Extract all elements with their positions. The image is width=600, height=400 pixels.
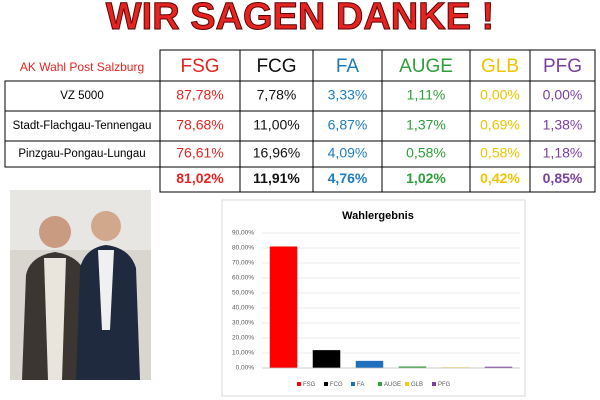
legend-swatch: [324, 382, 328, 386]
legend-label: FA: [357, 382, 364, 388]
y-tick-label: 50,00%: [232, 290, 254, 297]
headline: WIR SAGEN DANKE !: [106, 0, 494, 38]
total-cell: [529, 166, 596, 193]
cell-value: 1,38%: [543, 117, 583, 133]
cell-value: 3,33%: [328, 87, 368, 103]
total-value: 0,42%: [480, 170, 520, 186]
cell-value: 78,68%: [176, 117, 223, 133]
y-tick-label: 80,00%: [232, 245, 254, 252]
legend-swatch: [297, 382, 301, 386]
cell-value: 0,58%: [406, 145, 446, 161]
cell-value: 6,87%: [328, 117, 368, 133]
total-value: 4,76%: [328, 170, 368, 186]
row-label: VZ 5000: [60, 90, 103, 102]
column-header: PFG: [543, 56, 582, 77]
y-tick-label: 40,00%: [232, 305, 254, 312]
total-value: 1,02%: [406, 170, 446, 186]
y-tick-label: 60,00%: [232, 275, 254, 282]
y-tick-label: 30,00%: [232, 320, 254, 327]
cell-value: 1,37%: [406, 117, 446, 133]
bar: [312, 350, 341, 368]
bar: [484, 366, 513, 368]
column-header: GLB: [481, 56, 519, 77]
photo: [10, 190, 151, 380]
legend-label: PFG: [438, 382, 451, 388]
cell-value: 16,96%: [253, 145, 300, 161]
legend-label: GLB: [411, 382, 423, 388]
row-label: Pinzgau-Pongau-Lungau: [18, 148, 145, 160]
legend-label: AUGE: [384, 382, 401, 388]
total-value: 81,02%: [176, 170, 224, 186]
legend-label: FSG: [303, 382, 316, 388]
row-label: Stadt-Flachgau-Tennengau: [13, 120, 152, 132]
column-header: FSG: [180, 56, 219, 77]
bar: [355, 360, 384, 368]
cell-value: 0,00%: [480, 87, 520, 103]
chart-title: Wahlergebnis: [342, 210, 414, 222]
bar: [269, 246, 298, 368]
cell-value: 11,00%: [253, 117, 299, 133]
cell-value: 0,69%: [480, 117, 520, 133]
total-value: 0,85%: [543, 170, 583, 186]
cell-value: 76,61%: [176, 145, 223, 161]
column-header: FCG: [256, 56, 296, 77]
cell-value: 1,18%: [543, 145, 583, 161]
legend-swatch: [432, 382, 436, 386]
y-tick-label: 70,00%: [232, 260, 254, 267]
cell-value: 0,58%: [480, 145, 520, 161]
bar: [398, 366, 427, 368]
column-header: FA: [336, 56, 360, 77]
cell-value: 7,78%: [257, 87, 297, 103]
total-value: 11,91%: [253, 170, 300, 186]
legend-swatch: [378, 382, 382, 386]
y-tick-label: 10,00%: [232, 350, 254, 357]
cell-value: 4,09%: [328, 145, 368, 161]
cell-value: 0,00%: [543, 87, 583, 103]
cell-value: 1,11%: [407, 87, 446, 103]
y-tick-label: 90,00%: [232, 230, 254, 237]
legend-swatch: [351, 382, 355, 386]
legend-swatch: [405, 382, 409, 386]
table-corner: AK Wahl Post Salzburg: [20, 60, 144, 74]
column-header: AUGE: [399, 56, 453, 77]
y-tick-label: 20,00%: [232, 335, 254, 342]
y-tick-label: 0,00%: [236, 365, 255, 372]
legend-label: FCG: [330, 382, 343, 388]
cell-value: 87,78%: [176, 87, 223, 103]
